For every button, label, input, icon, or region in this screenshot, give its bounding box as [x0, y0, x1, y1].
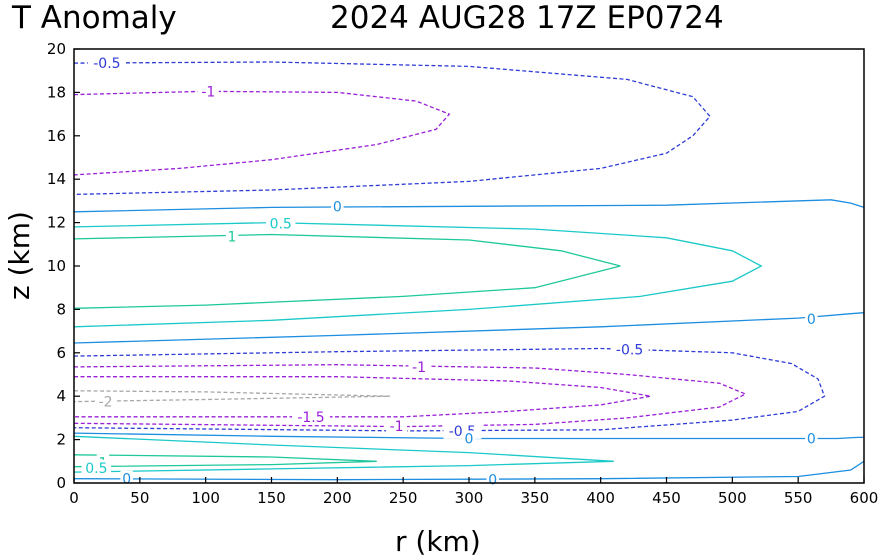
contour-label-bg-3: [266, 215, 296, 232]
contour-label-bg-10: [386, 418, 408, 435]
contour-line-12: [73, 454, 377, 468]
y-tick-label-5: 10: [47, 257, 66, 275]
contour-label-2: 0: [333, 199, 342, 215]
x-tick-label-10: 500: [718, 489, 747, 507]
contour-label-bg-15: [81, 459, 112, 476]
contour-line-10: [73, 432, 864, 440]
contour-label-4: 1: [228, 230, 237, 246]
y-axis-label: z (km): [3, 211, 36, 300]
x-tick-label-11: 550: [784, 489, 813, 507]
contour-label-bg-0: [87, 55, 126, 72]
contour-label-1: -1: [201, 84, 215, 100]
contour-label-5: 0: [807, 312, 816, 328]
contour-label-bg-6: [610, 341, 649, 358]
contour-label-bg-8: [95, 393, 117, 410]
contour-label-bg-4: [225, 228, 239, 245]
contour-label-12: 0: [465, 432, 474, 448]
contour-label-0: -0.5: [93, 56, 120, 72]
x-tick-label-3: 150: [257, 489, 286, 507]
contour-label-bg-7: [408, 358, 430, 375]
y-tick-label-10: 20: [47, 40, 66, 58]
contour-label-6: -0.5: [616, 343, 643, 359]
contour-line-3: [73, 221, 763, 328]
x-tick-label-4: 200: [323, 489, 352, 507]
contour-label-8: -2: [99, 395, 113, 411]
contour-label-15: 0.5: [85, 461, 107, 477]
x-tick-label-9: 450: [652, 489, 681, 507]
y-tick-label-2: 4: [56, 387, 66, 405]
y-tick-label-1: 2: [56, 431, 66, 449]
y-tick-label-3: 6: [56, 344, 66, 362]
x-tick-label-12: 600: [850, 489, 879, 507]
contour-line-13: [73, 460, 865, 481]
contour-label-bg-13: [805, 430, 818, 447]
contour-label-bg-1: [197, 83, 219, 100]
x-tick-label-0: 0: [69, 489, 79, 507]
x-tick-label-5: 250: [389, 489, 418, 507]
y-tick-label-9: 18: [47, 83, 66, 101]
contour-layer: [73, 61, 865, 481]
chart-title-left: T Anomaly: [11, 0, 177, 36]
chart-title-right: 2024 AUG28 17Z EP0724: [330, 0, 724, 36]
contour-label-10: -1: [390, 419, 404, 435]
contour-label-bg-9: [292, 408, 330, 425]
contour-label-bg-12: [462, 430, 476, 447]
x-tick-label-7: 350: [521, 489, 550, 507]
contour-line-5: [73, 312, 865, 344]
contour-line-6: [73, 347, 826, 432]
contour-label-17: 0: [488, 473, 497, 489]
x-axis-label: r (km): [395, 525, 481, 558]
x-tick-label-1: 50: [130, 489, 149, 507]
contour-label-13: 0: [807, 432, 816, 448]
y-tick-label-0: 0: [56, 474, 66, 492]
tick-layer: 0 50 100 150 200 250 300 350 400 450 500 550 6000246…: [47, 40, 878, 507]
contour-line-9: [73, 390, 391, 403]
contour-line-4: [73, 233, 621, 309]
plot-frame: [73, 48, 865, 484]
contour-line-1: [73, 90, 451, 176]
y-tick-label-4: 8: [56, 300, 66, 318]
contour-line-11: [73, 435, 614, 473]
x-tick-label-2: 100: [191, 489, 220, 507]
contour-label-3: 0.5: [270, 217, 292, 233]
contour-label-layer: -0.5-100.510-0.5-1-2-1.5-1-0.50010.500: [81, 55, 818, 489]
contour-line-2: [73, 199, 865, 213]
y-tick-label-7: 14: [47, 170, 66, 188]
contour-label-bg-5: [805, 311, 818, 328]
contour-line-8: [74, 376, 651, 418]
x-tick-label-6: 300: [455, 489, 484, 507]
contour-label-bg-2: [331, 198, 344, 215]
contour-line-0: [73, 61, 711, 196]
contour-label-16: 0: [122, 472, 131, 488]
contour-label-7: -1: [412, 360, 426, 376]
x-tick-label-8: 400: [586, 489, 615, 507]
y-tick-label-6: 12: [47, 214, 66, 232]
contour-label-9: -1.5: [297, 410, 324, 426]
y-tick-label-8: 16: [47, 127, 66, 145]
contour-line-7: [73, 364, 748, 428]
